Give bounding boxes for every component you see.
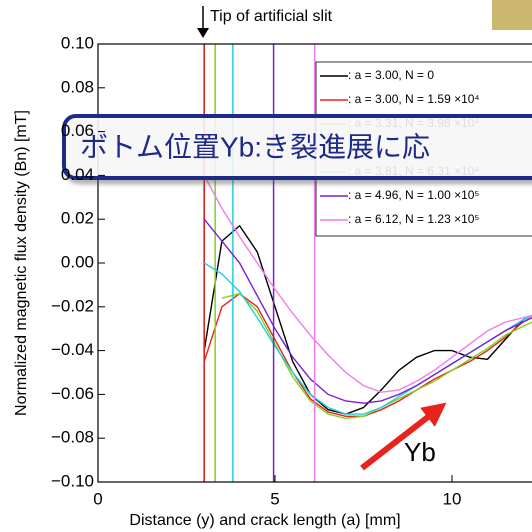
y-tick-label: −0.06: [51, 384, 94, 403]
y-tick-label: 0.00: [61, 252, 94, 271]
legend-label: : a = 6.12, N = 1.23 ×10⁵: [348, 212, 479, 226]
y-tick-label: 0.08: [61, 77, 94, 96]
legend-label: : a = 4.96, N = 1.00 ×10⁵: [348, 188, 479, 202]
legend-label: : a = 3.00, N = 1.59 ×10⁴: [348, 92, 480, 106]
page: {"chart_data": { "type": "line", "ylabel…: [0, 0, 532, 532]
y-tick-label: −0.10: [51, 471, 94, 490]
y-axis-label: Normalized magnetic flux density (Bn) [m…: [13, 110, 30, 416]
x-tick-label: 0: [93, 489, 102, 508]
y-tick-label: −0.04: [51, 340, 94, 359]
y-tick-label: 0.10: [61, 33, 94, 52]
tip-annotation: Tip of artificial slit: [210, 8, 333, 25]
x-tick-label: 10: [443, 489, 462, 508]
yb-annotation: Yb: [404, 437, 436, 467]
series-line: [204, 263, 532, 414]
y-tick-label: 0.06: [61, 121, 94, 140]
series-line: [222, 294, 532, 419]
y-tick-label: 0.04: [61, 165, 94, 184]
y-tick-label: −0.02: [51, 296, 94, 315]
x-tick-label: 5: [270, 489, 279, 508]
chart: Normalized magnetic flux density (Bn) [m…: [0, 0, 532, 532]
series-line: [204, 226, 532, 414]
x-axis-label: Distance (y) and crack length (a) [mm]: [129, 512, 400, 529]
y-tick-label: 0.02: [61, 209, 94, 228]
legend-label: : a = 3.00, N = 0: [348, 68, 434, 82]
banner-text: ボトム位置Yb:き裂進展に応: [80, 131, 430, 162]
photo-thumbnail: [492, 0, 532, 30]
tip-arrow-head: [197, 28, 209, 38]
y-tick-label: −0.08: [51, 428, 94, 447]
